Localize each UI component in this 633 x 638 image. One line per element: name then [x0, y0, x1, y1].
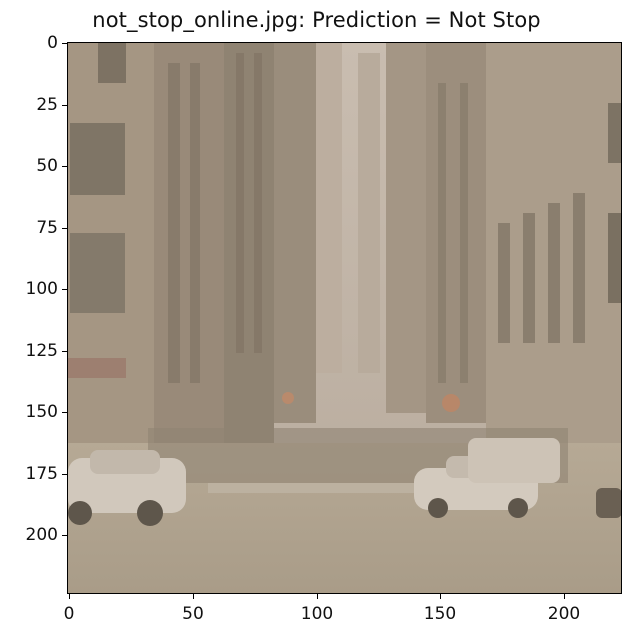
y-tick-label: 0: [47, 33, 58, 53]
plot-title: not_stop_online.jpg: Prediction = Not St…: [92, 8, 541, 32]
x-tick-label: 50: [182, 604, 204, 624]
x-tick: [564, 594, 565, 599]
x-tick-label: 0: [63, 604, 75, 624]
x-tick: [192, 594, 194, 599]
y-tick: [62, 350, 67, 352]
y-tick-label: 175: [25, 464, 58, 484]
y-tick: [62, 43, 67, 45]
image-axes: [68, 43, 622, 594]
x-tick: [69, 594, 71, 599]
y-tick-label: 125: [25, 341, 58, 361]
x-tick: [316, 594, 318, 599]
city-street-photo-icon: [68, 43, 622, 594]
x-tick: [440, 594, 442, 599]
y-tick-label: 25: [36, 95, 58, 115]
x-tick-label: 200: [547, 604, 581, 624]
y-tick: [62, 166, 67, 168]
y-tick: [62, 289, 67, 291]
y-tick: [62, 104, 67, 106]
x-tick-label: 100: [300, 604, 334, 624]
y-tick: [62, 412, 67, 414]
x-tick-label: 150: [423, 604, 457, 624]
y-tick: [62, 473, 67, 475]
y-tick-label: 75: [36, 218, 58, 238]
y-tick-label: 100: [25, 279, 58, 299]
y-tick: [62, 535, 67, 537]
y-tick: [62, 227, 67, 229]
y-tick-label: 50: [36, 156, 58, 176]
y-tick-label: 150: [25, 402, 58, 422]
y-tick-label: 200: [25, 525, 58, 545]
